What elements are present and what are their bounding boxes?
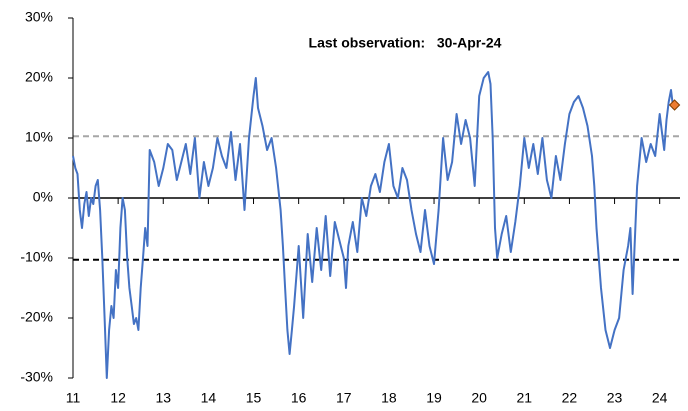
x-tick-label: 17 <box>336 390 352 406</box>
x-tick-label: 20 <box>471 390 487 406</box>
x-tick-label: 24 <box>652 390 668 406</box>
x-tick-label: 18 <box>381 390 397 406</box>
annotation: Last observation: 30-Apr-24 <box>309 35 502 51</box>
y-tick-label: -10% <box>20 249 53 265</box>
x-tick-label: 21 <box>517 390 533 406</box>
y-tick-label: 0% <box>33 189 53 205</box>
y-tick-label: -20% <box>20 309 53 325</box>
x-tick-label: 13 <box>155 390 171 406</box>
y-tick-label: 10% <box>25 129 53 145</box>
x-tick-label: 14 <box>201 390 217 406</box>
x-tick-label: 19 <box>426 390 442 406</box>
y-tick-label: 30% <box>25 9 53 25</box>
x-tick-label: 16 <box>291 390 307 406</box>
x-tick-label: 22 <box>562 390 578 406</box>
last-marker <box>668 99 681 111</box>
series-line <box>72 71 676 379</box>
y-tick-label: -30% <box>20 369 53 385</box>
x-tick-label: 11 <box>66 390 81 406</box>
x-tick-label: 15 <box>246 390 262 406</box>
x-tick-label: 23 <box>607 390 623 406</box>
y-tick-label: 20% <box>25 69 53 85</box>
x-tick-label: 12 <box>110 390 126 406</box>
